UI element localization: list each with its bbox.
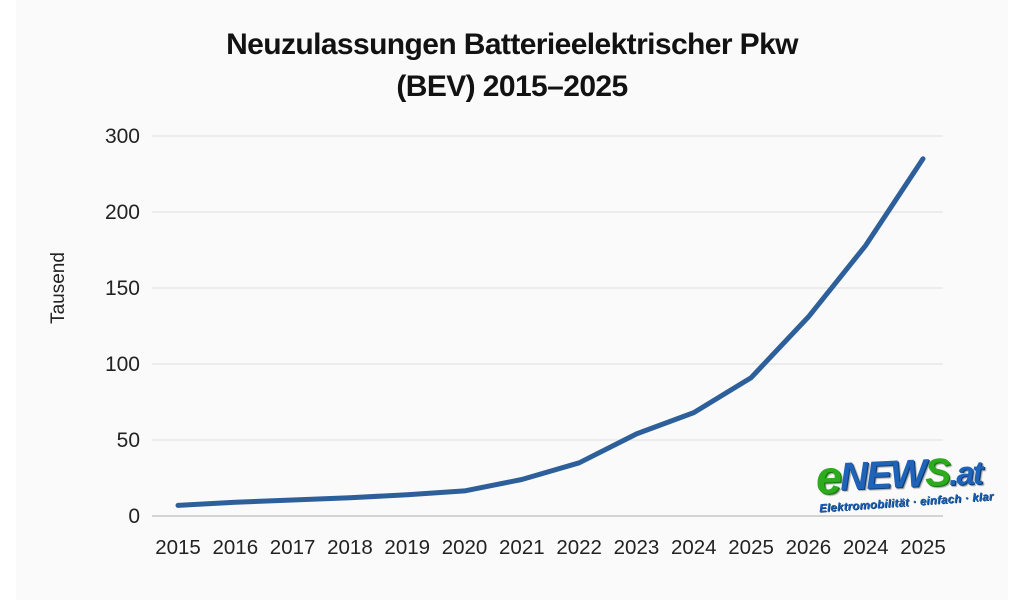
x-tick-label: 2018 [327,536,373,559]
y-tick-label: 50 [117,429,140,452]
x-tick-label: 2025 [728,536,774,559]
logo-letters-at: .at [948,453,983,493]
x-tick-label: 2019 [384,536,430,559]
x-tick-label: 2017 [270,536,316,559]
y-tick-label: 300 [105,125,140,148]
enews-logo: eNEWS.at Elektromobilität · einfach · kl… [814,446,997,515]
x-tick-label: 2026 [786,536,832,559]
x-tick-label: 2022 [556,536,602,559]
x-tick-label: 2023 [614,536,660,559]
y-axis-title: Tausend [48,252,69,324]
x-tick-label: 2015 [155,536,201,559]
x-tick-label: 2016 [213,536,259,559]
bev-series-line [175,156,926,508]
y-tick-label: 100 [105,353,140,376]
y-tick-label: 150 [105,277,140,300]
chart-panel [16,0,1008,600]
y-tick-label: 0 [128,505,140,528]
chart-title-line1: Neuzulassungen Batterieelektrischer Pkw [226,28,798,61]
y-tick-label: 200 [105,201,140,224]
logo-letter-e: e [814,449,842,504]
logo-letters-new: NEW [839,452,926,499]
chart-title: Neuzulassungen Batterieelektrischer Pkw … [0,24,1024,108]
x-tick-label: 2025 [900,536,946,559]
logo-letter-s: S [923,451,950,496]
chart-title-line2: (BEV) 2015–2025 [396,70,628,103]
x-tick-label: 2024 [843,536,889,559]
x-tick-label: 2020 [442,536,488,559]
x-tick-label: 2024 [671,536,717,559]
x-tick-label: 2021 [499,536,545,559]
